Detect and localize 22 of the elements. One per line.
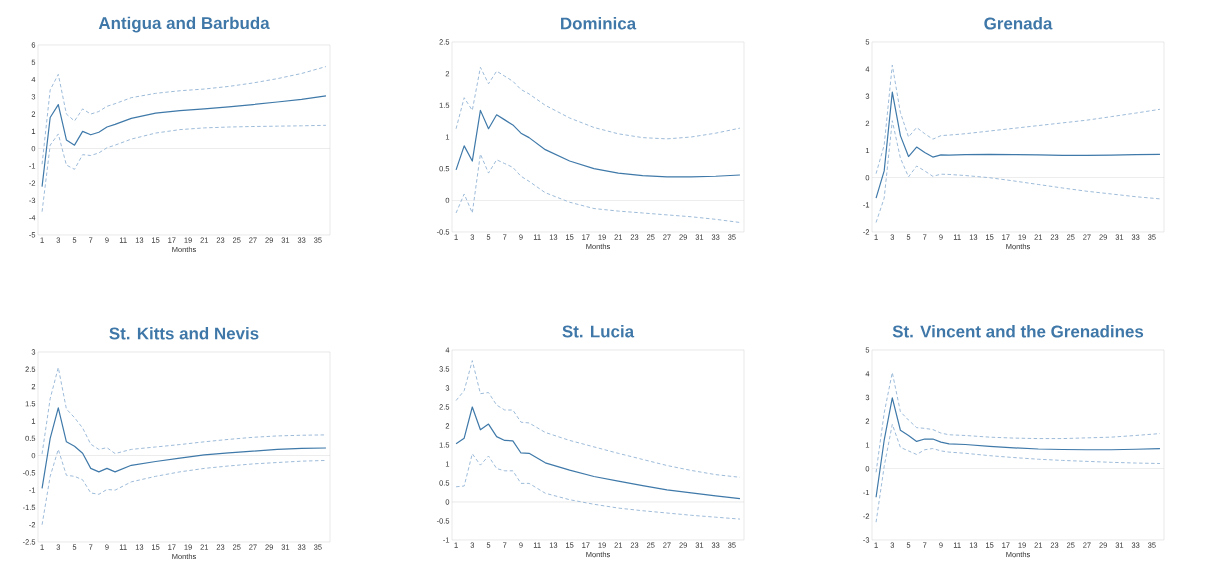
chart-title: St. Kitts and Nevis (109, 327, 259, 340)
chart-title: St. Vincent and the Grenadines (892, 325, 1144, 338)
line-series (455, 406, 741, 500)
line-series (875, 64, 1161, 175)
line-series (455, 66, 741, 140)
chart-title: Antigua and Barbuda (98, 16, 270, 33)
line-series (875, 372, 1161, 473)
line-series (875, 397, 1161, 498)
line-series (41, 66, 327, 165)
line-series (41, 95, 327, 188)
line-series (875, 91, 1161, 199)
chart-title: Grenada (984, 17, 1053, 30)
line-series (41, 367, 327, 455)
line-series (455, 153, 741, 223)
line-series (41, 124, 327, 213)
line-series (455, 453, 741, 520)
chart-title: Dominica (561, 17, 637, 30)
line-series (41, 448, 327, 526)
line-series (875, 120, 1161, 223)
chart-title: St. Lucia (562, 325, 635, 338)
line-series (455, 109, 741, 178)
line-series (41, 407, 327, 490)
